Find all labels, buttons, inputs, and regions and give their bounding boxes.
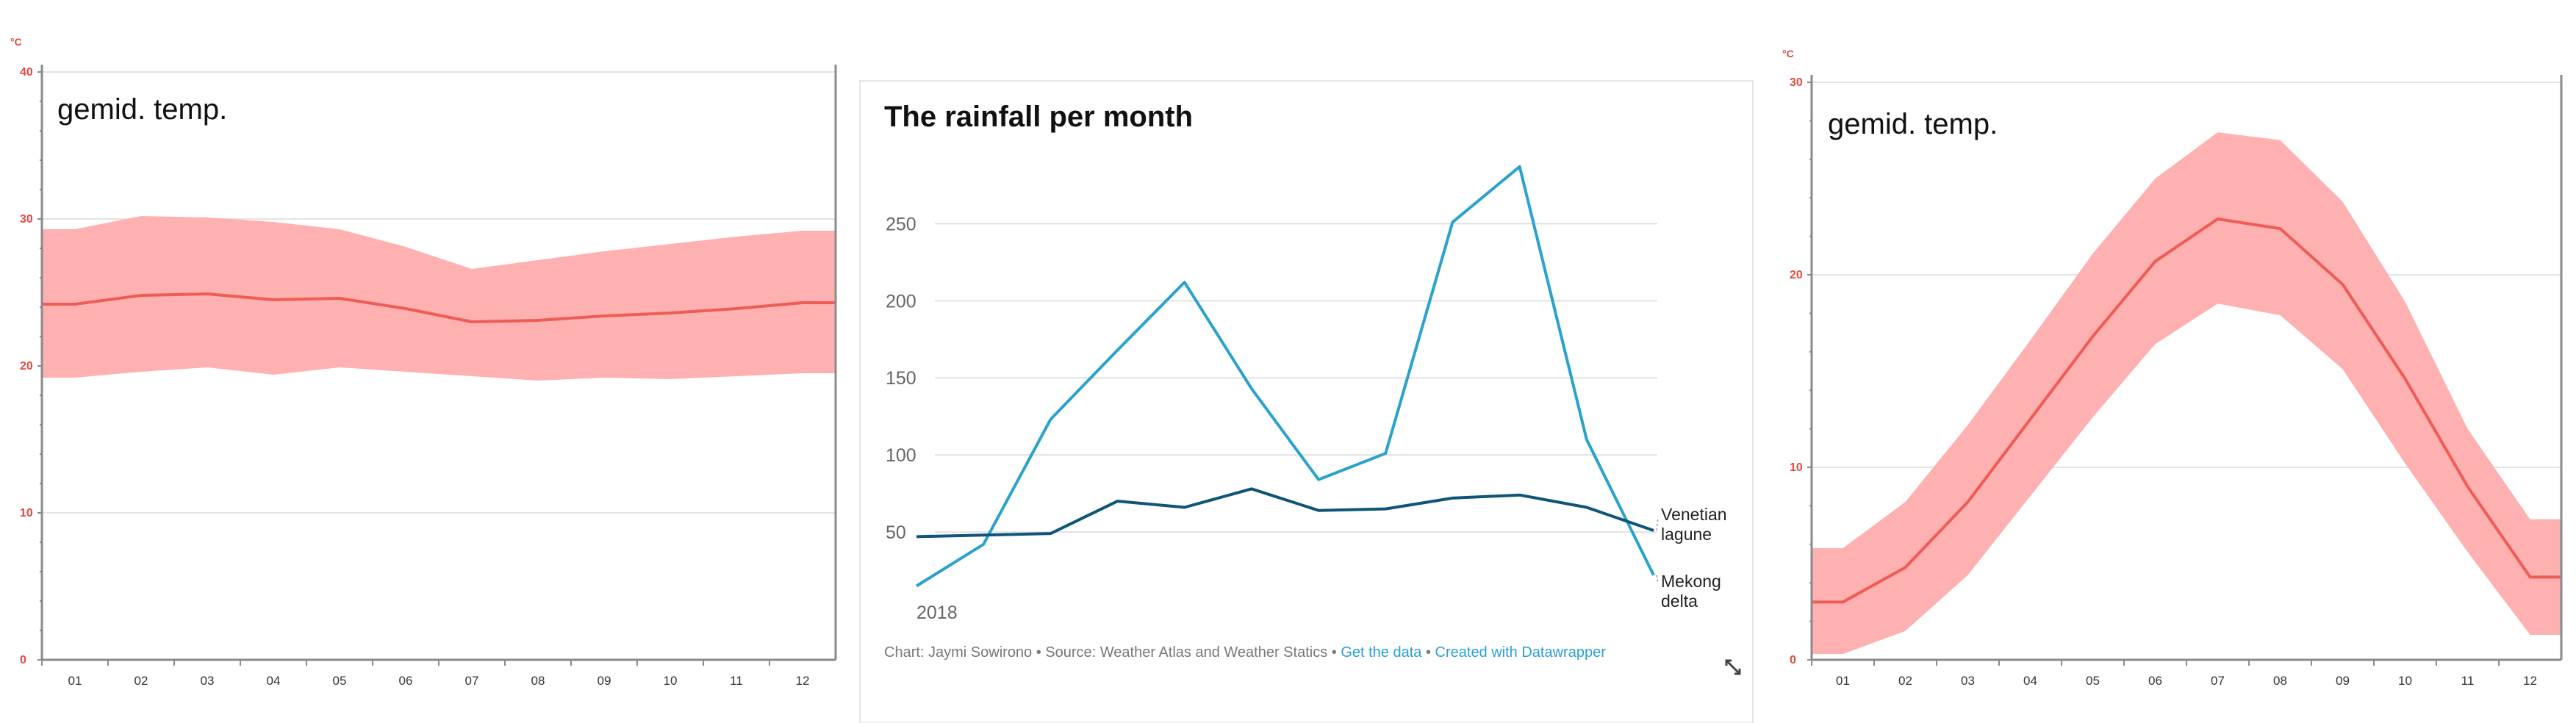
series-line bbox=[915, 165, 1655, 588]
y-tick-label: 30 bbox=[20, 213, 33, 226]
x-tick-label: 09 bbox=[598, 674, 611, 688]
mean-line-layer bbox=[1812, 217, 2561, 604]
y-tick-label: 100 bbox=[886, 445, 916, 466]
temperature-band-layer bbox=[42, 216, 836, 381]
x-tick-label: 12 bbox=[796, 674, 810, 688]
y-tick-label: 10 bbox=[1790, 461, 1803, 474]
x-tick-label: 06 bbox=[2148, 674, 2162, 688]
x-tick-label: 08 bbox=[531, 674, 545, 688]
mean-line-layer bbox=[42, 292, 836, 324]
x-tick-label: 06 bbox=[399, 674, 413, 688]
series-label: Venetian lagune bbox=[1661, 505, 1727, 544]
x-tick-label: 01 bbox=[68, 674, 82, 688]
y-tick-label: 50 bbox=[886, 522, 906, 543]
chart-footer: Chart: Jaymi Sowirono • Source: Weather … bbox=[884, 644, 1606, 661]
footer-separator: • bbox=[1426, 644, 1435, 661]
x-tick-label: 01 bbox=[1836, 674, 1850, 688]
x-tick-label: 09 bbox=[2336, 674, 2350, 688]
y-tick-label: 150 bbox=[886, 368, 916, 389]
x-tick-label: 04 bbox=[2023, 674, 2037, 688]
gridlines: 50 100 150 200 250 bbox=[886, 214, 1657, 543]
y-tick-label: 200 bbox=[886, 291, 916, 312]
expand-icon[interactable] bbox=[1725, 659, 1741, 675]
label-leader-line bbox=[1656, 575, 1659, 584]
temperature-chart-left: 0 10 20 30 40 01 02 03 04 05 06 07 08 09 10 11 12 gemid… bbox=[10, 36, 837, 688]
series-labels: Mekong delta Venetian lagune bbox=[1656, 505, 1727, 611]
chart-title: The rainfall per month bbox=[884, 101, 1193, 133]
x-tick-label: 04 bbox=[267, 674, 281, 688]
footer-credit: Chart: Jaymi Sowirono • Source: Weather … bbox=[884, 644, 1341, 661]
y-tick-label: 20 bbox=[20, 360, 33, 373]
x-tick-label: 08 bbox=[2273, 674, 2287, 688]
x-tick-label: 02 bbox=[1898, 674, 1912, 688]
y-tick-label: 30 bbox=[1790, 76, 1803, 89]
x-tick-label: 03 bbox=[201, 674, 215, 688]
mean-temperature-line bbox=[1812, 217, 2561, 604]
y-tick-label: 10 bbox=[20, 507, 33, 519]
x-tick-label: 03 bbox=[1961, 674, 1975, 688]
temperature-range-band bbox=[1812, 132, 2561, 655]
unit-label: °C bbox=[10, 36, 22, 48]
y-axis: 0 10 20 30 40 bbox=[20, 65, 837, 666]
y-tick-label: 250 bbox=[886, 214, 916, 234]
series-lines bbox=[915, 165, 1655, 588]
chart-title: gemid. temp. bbox=[57, 93, 227, 126]
x-tick-label: 10 bbox=[664, 674, 678, 688]
unit-label: °C bbox=[1782, 48, 1794, 60]
mean-temperature-line bbox=[42, 292, 836, 324]
series-line bbox=[916, 487, 1654, 539]
series-label: Mekong delta bbox=[1661, 572, 1721, 611]
x-axis: 01 02 03 04 05 06 07 08 09 10 11 12 bbox=[1811, 658, 2561, 688]
x-tick-label: 02 bbox=[134, 674, 148, 688]
chart-title: gemid. temp. bbox=[1828, 108, 1998, 140]
x-tick-label: 05 bbox=[2086, 674, 2100, 688]
get-data-link[interactable]: Get the data bbox=[1341, 644, 1422, 661]
x-tick-label: 07 bbox=[465, 674, 479, 688]
temperature-band-layer bbox=[1812, 132, 2561, 655]
x-tick-label: 05 bbox=[333, 674, 347, 688]
x-start-label: 2018 bbox=[916, 602, 958, 623]
x-axis: 01 02 03 04 05 06 07 08 09 10 11 12 bbox=[41, 658, 836, 688]
chart-card bbox=[859, 80, 1754, 723]
x-tick-label: 10 bbox=[2398, 674, 2412, 688]
y-tick-label: 40 bbox=[20, 66, 33, 79]
x-tick-label: 07 bbox=[2211, 674, 2225, 688]
y-tick-label: 0 bbox=[20, 654, 26, 666]
temperature-chart-right: 0 10 20 30 01 02 03 04 05 06 07 08 09 10 11 12 gemid. … bbox=[1782, 48, 2563, 688]
y-axis: 0 10 20 30 bbox=[1790, 75, 2563, 666]
temperature-range-band bbox=[42, 216, 836, 381]
y-tick-label: 0 bbox=[1790, 654, 1796, 666]
y-tick-label: 20 bbox=[1790, 269, 1803, 281]
x-tick-label: 11 bbox=[730, 674, 743, 688]
datawrapper-link[interactable]: Created with Datawrapper bbox=[1435, 644, 1607, 661]
x-tick-label: 11 bbox=[2461, 674, 2475, 688]
x-tick-label: 12 bbox=[2523, 674, 2537, 688]
rainfall-chart: The rainfall per month 50 100 150 200 250 Me… bbox=[859, 80, 1754, 723]
